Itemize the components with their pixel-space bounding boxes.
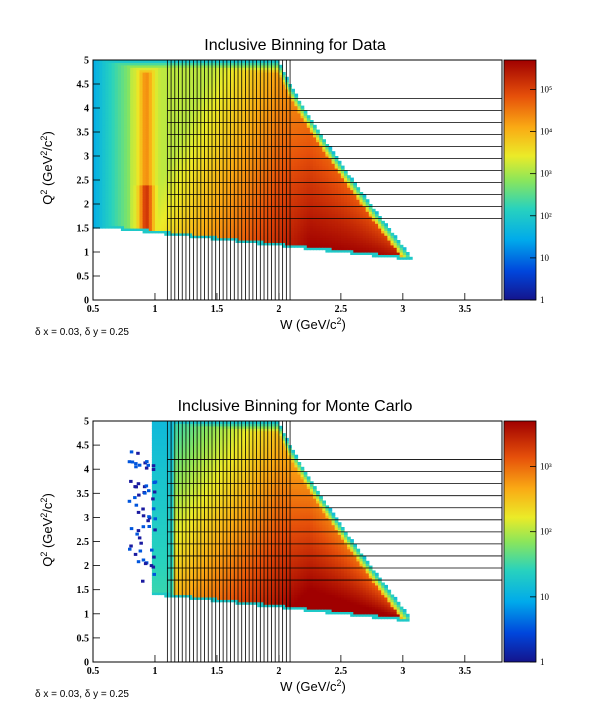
heatmap-cell [298,101,302,104]
heatmap-cell [301,106,305,109]
heatmap-cell [291,89,295,92]
heatmap-cell [279,65,283,68]
heatmap-cell [285,77,289,80]
data-panel: Inclusive Binning for Data 0.5 1 1.5 2 2.5 3 3… [35,37,552,338]
heatmap-cell [294,94,298,97]
chart-title: Inclusive Binning for Data [204,37,386,54]
